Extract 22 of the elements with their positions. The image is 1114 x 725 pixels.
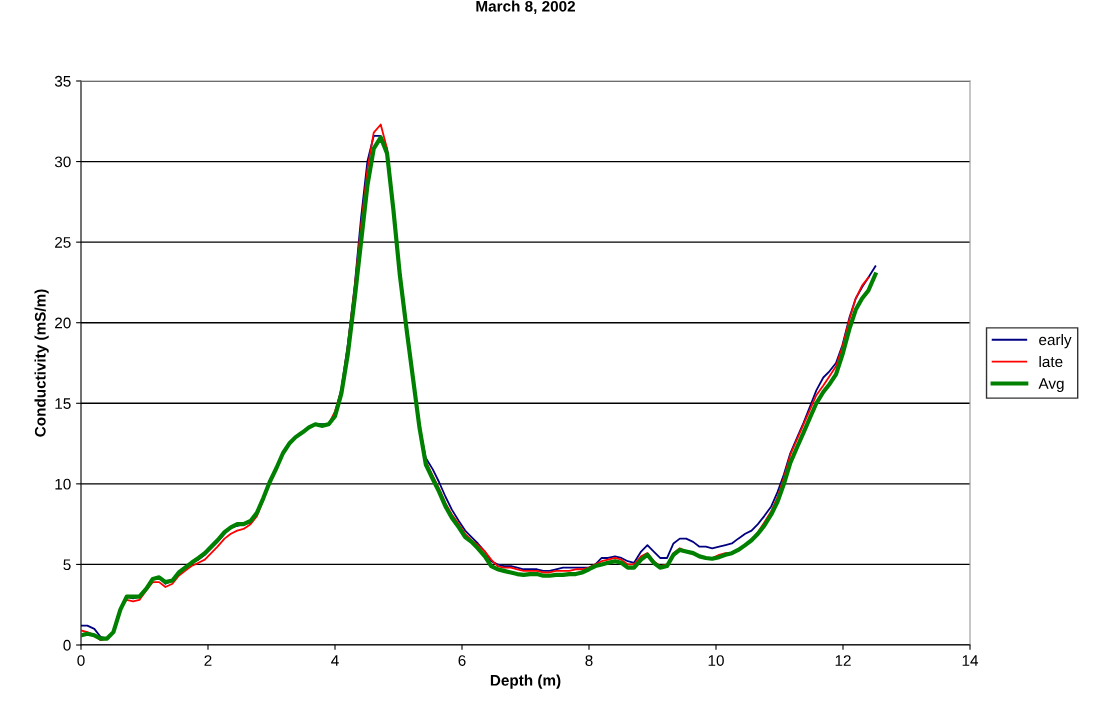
y-tick-label: 5 (63, 559, 71, 571)
x-tick-label: 10 (708, 655, 724, 666)
y-tick-label: 35 (54, 75, 71, 87)
y-tick-label: 10 (55, 478, 71, 490)
x-tick-label: 14 (962, 655, 979, 666)
y-tick-label: 15 (55, 398, 71, 409)
x-tick-label: 0 (77, 655, 85, 666)
legend-label: late (1039, 355, 1063, 368)
x-tick-label: 12 (835, 655, 851, 666)
y-tick-label: 20 (55, 317, 71, 329)
y-tick-label: 25 (55, 237, 71, 248)
x-tick-label: 6 (458, 655, 466, 666)
y-tick-label: 0 (63, 639, 71, 651)
x-tick-label: 4 (331, 655, 339, 666)
legend-label: early (1039, 334, 1072, 349)
x-tick-label: 2 (204, 655, 212, 666)
y-axis-title: Conductivity (mS/m) (34, 289, 49, 437)
x-tick-label: 8 (585, 655, 593, 666)
legend-label: Avg (1038, 378, 1064, 392)
y-tick-label: 30 (54, 156, 71, 168)
chart-title: March 8, 2002 (476, 0, 575, 14)
x-axis-title: Depth (m) (490, 674, 561, 689)
